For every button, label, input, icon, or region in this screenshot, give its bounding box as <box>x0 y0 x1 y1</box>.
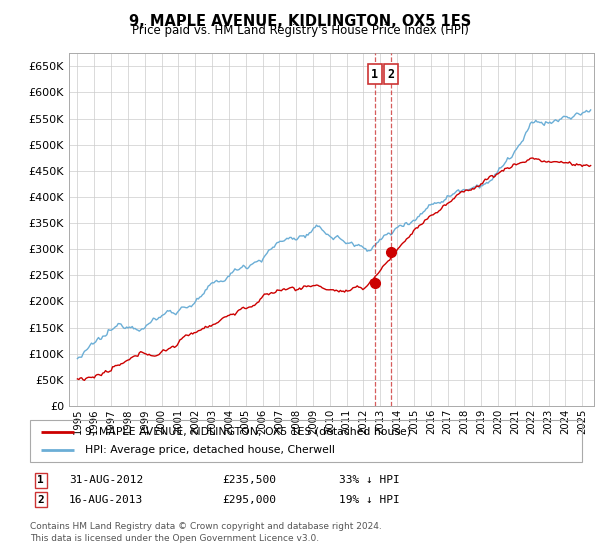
Text: 31-AUG-2012: 31-AUG-2012 <box>69 475 143 486</box>
Text: 1: 1 <box>37 475 44 486</box>
Text: HPI: Average price, detached house, Cherwell: HPI: Average price, detached house, Cher… <box>85 445 335 455</box>
Text: 1: 1 <box>371 68 379 81</box>
Text: Price paid vs. HM Land Registry's House Price Index (HPI): Price paid vs. HM Land Registry's House … <box>131 24 469 36</box>
Text: 9, MAPLE AVENUE, KIDLINGTON, OX5 1ES: 9, MAPLE AVENUE, KIDLINGTON, OX5 1ES <box>129 14 471 29</box>
Text: 9, MAPLE AVENUE, KIDLINGTON, OX5 1ES (detached house): 9, MAPLE AVENUE, KIDLINGTON, OX5 1ES (de… <box>85 427 411 437</box>
Text: 16-AUG-2013: 16-AUG-2013 <box>69 494 143 505</box>
Text: £295,000: £295,000 <box>222 494 276 505</box>
Text: 33% ↓ HPI: 33% ↓ HPI <box>339 475 400 486</box>
Text: 2: 2 <box>37 494 44 505</box>
Text: £235,500: £235,500 <box>222 475 276 486</box>
Text: Contains HM Land Registry data © Crown copyright and database right 2024.
This d: Contains HM Land Registry data © Crown c… <box>30 522 382 543</box>
Text: 19% ↓ HPI: 19% ↓ HPI <box>339 494 400 505</box>
Text: 2: 2 <box>387 68 394 81</box>
